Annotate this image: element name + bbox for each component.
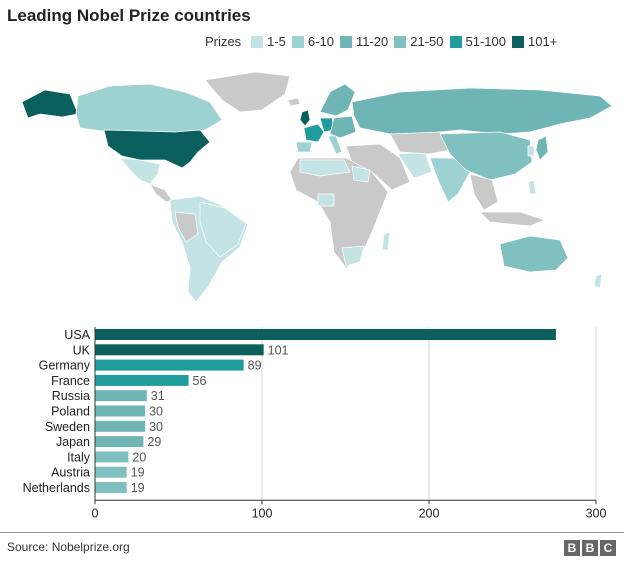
map-nigeria [317, 193, 335, 207]
legend-swatch-2 [291, 35, 304, 48]
legend: Prizes 1-5 6-10 11-20 21-50 51-100 101+ [205, 34, 563, 49]
map-central-asia [389, 131, 451, 155]
map-spain [295, 141, 313, 153]
data-label-italy: 20 [132, 450, 146, 464]
category-label-russia: Russia [52, 389, 90, 403]
map-peru-region [174, 211, 199, 243]
legend-label-4: 21-50 [410, 34, 444, 49]
category-label-france: France [51, 374, 90, 388]
bar-poland [95, 405, 146, 417]
world-map-svg [21, 71, 613, 303]
legend-title: Prizes [205, 34, 242, 49]
data-label-japan: 29 [147, 435, 161, 449]
footer-divider [0, 532, 624, 533]
map-south-africa [341, 245, 365, 267]
category-label-japan: Japan [56, 435, 90, 449]
legend-label-6: 101+ [527, 34, 558, 49]
category-label-uk: UK [73, 343, 91, 357]
data-label-france: 56 [193, 374, 207, 388]
map-korea [527, 145, 535, 157]
bar-austria [95, 466, 127, 478]
legend-item-2: 6-10 [291, 34, 334, 49]
legend-item-4: 21-50 [394, 34, 444, 49]
legend-item-1: 1-5 [251, 34, 286, 49]
map-alaska [21, 89, 79, 119]
category-label-italy: Italy [67, 450, 91, 464]
map-mexico [119, 157, 161, 185]
legend-item-6: 101+ [511, 34, 558, 49]
map-philippines [527, 179, 537, 195]
map-canada [75, 83, 223, 135]
data-label-sweden: 30 [149, 420, 163, 434]
map-china [439, 131, 533, 181]
bbc-logo: B B C [562, 540, 616, 556]
data-label-poland: 30 [149, 405, 163, 419]
data-label-uk: 101 [268, 343, 289, 357]
map-indonesia [479, 211, 547, 227]
map-greenland [204, 71, 291, 113]
bar-usa [95, 329, 556, 340]
map-italy [327, 135, 343, 155]
map-new-zealand [593, 273, 603, 289]
bbc-logo-letter-2: B [582, 540, 598, 556]
map-scandinavia [319, 83, 356, 117]
x-tick-label-0: 0 [92, 506, 99, 520]
source-note: Source: Nobelprize.org [7, 540, 130, 554]
map-russia [351, 87, 613, 135]
bbc-logo-letter-1: B [564, 540, 580, 556]
category-label-usa: USA [64, 328, 90, 342]
map-eastern-europe [329, 115, 357, 139]
legend-label-1: 1-5 [267, 34, 286, 49]
legend-swatch-3 [339, 35, 352, 48]
category-label-germany: Germany [39, 359, 91, 373]
bar-italy [95, 451, 129, 463]
category-label-poland: Poland [51, 405, 90, 419]
world-map [0, 62, 624, 312]
legend-swatch-5 [449, 35, 462, 48]
map-france [303, 123, 325, 143]
bar-russia [95, 390, 147, 402]
data-label-austria: 19 [131, 466, 145, 480]
map-egypt [351, 165, 371, 183]
legend-swatch-4 [394, 35, 407, 48]
map-australia [499, 235, 569, 273]
bar-france [95, 374, 189, 386]
map-se-asia [469, 173, 499, 211]
map-iceland [287, 97, 301, 107]
map-madagascar [381, 231, 391, 251]
bar-chart: USA UK 101 Germany 89 France 56 Russia 31 Poland 3… [0, 325, 624, 535]
data-label-germany: 89 [248, 359, 262, 373]
map-africa [289, 157, 389, 269]
legend-item-5: 51-100 [449, 34, 506, 49]
bar-netherlands [95, 482, 127, 493]
bar-japan [95, 436, 144, 448]
map-north-africa [299, 159, 351, 177]
bbc-logo-letter-3: C [600, 540, 616, 556]
x-tick-label-100: 100 [252, 506, 273, 520]
map-japan [535, 135, 549, 161]
bar-germany [95, 359, 244, 371]
x-tick-label-200: 200 [419, 506, 440, 520]
map-brazil-region [199, 201, 247, 258]
legend-label-2: 6-10 [307, 34, 334, 49]
x-tick-label-300: 300 [586, 506, 607, 520]
category-label-sweden: Sweden [45, 420, 90, 434]
map-central-america [149, 183, 173, 203]
bar-sweden [95, 420, 146, 432]
legend-label-3: 11-20 [355, 34, 389, 49]
data-label-netherlands: 19 [131, 481, 145, 495]
legend-swatch-1 [251, 35, 264, 48]
data-label-russia: 31 [151, 389, 165, 403]
chart-title: Leading Nobel Prize countries [7, 6, 251, 25]
legend-label-5: 51-100 [465, 34, 506, 49]
legend-swatch-6 [511, 35, 524, 48]
category-label-netherlands: Netherlands [23, 481, 90, 495]
bar-uk [95, 344, 264, 356]
category-label-austria: Austria [51, 466, 90, 480]
map-usa [103, 129, 211, 169]
legend-item-3: 11-20 [339, 34, 389, 49]
map-uk [299, 109, 311, 127]
